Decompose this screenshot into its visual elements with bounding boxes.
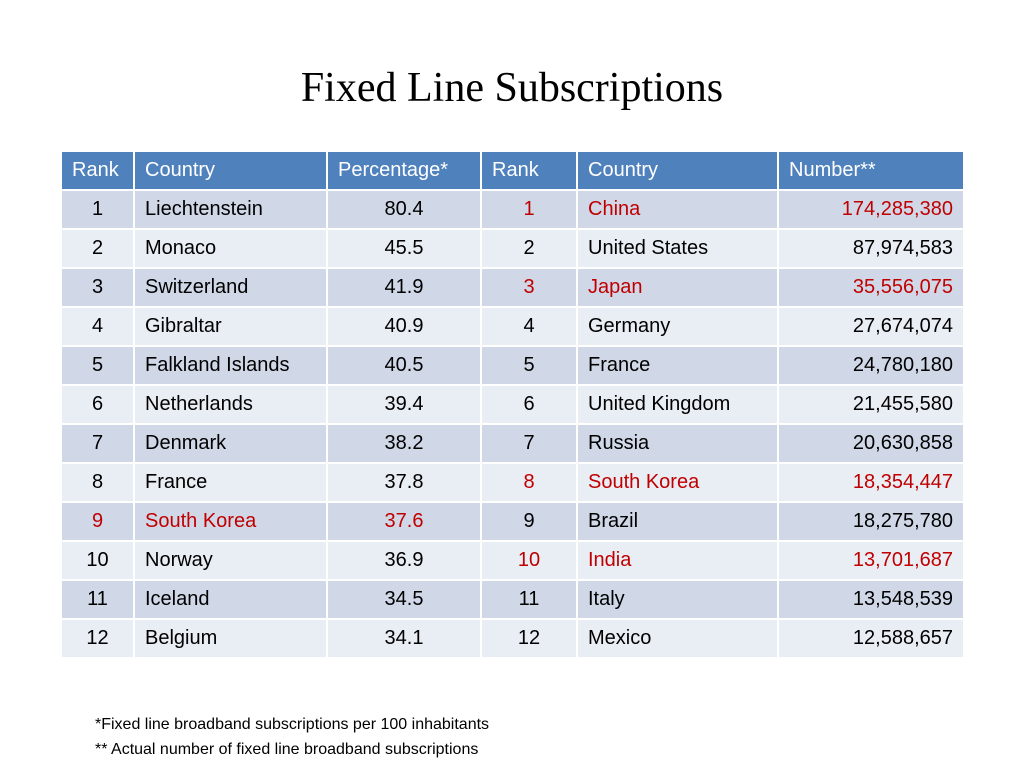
footnote-number: ** Actual number of fixed line broadband… — [95, 741, 479, 758]
cell-percentage: 37.6 — [326, 501, 482, 542]
cell-country-right: Japan — [576, 267, 779, 308]
cell-percentage: 40.5 — [326, 345, 482, 386]
cell-percentage: 45.5 — [326, 228, 482, 269]
cell-rank-left: 1 — [60, 189, 135, 230]
footnotes: *Fixed line broadband subscriptions per … — [95, 712, 489, 762]
cell-rank-right: 8 — [480, 462, 578, 503]
cell-country-right: China — [576, 189, 779, 230]
table-row: 10 Norway 36.9 10 India 13,701,687 — [60, 540, 965, 581]
cell-rank-right: 12 — [480, 618, 578, 659]
cell-rank-right: 6 — [480, 384, 578, 425]
header-country-right: Country — [576, 150, 779, 191]
page-title: Fixed Line Subscriptions — [300, 65, 724, 111]
cell-country-right: United Kingdom — [576, 384, 779, 425]
cell-rank-left: 6 — [60, 384, 135, 425]
cell-rank-right: 7 — [480, 423, 578, 464]
cell-percentage: 37.8 — [326, 462, 482, 503]
cell-rank-right: 4 — [480, 306, 578, 347]
cell-country-right: Russia — [576, 423, 779, 464]
subscriptions-table: Rank Country Percentage* Rank Country Nu… — [60, 150, 965, 659]
table-row: 9 South Korea 37.6 9 Brazil 18,275,780 — [60, 501, 965, 542]
cell-country-right: Mexico — [576, 618, 779, 659]
cell-rank-right: 2 — [480, 228, 578, 269]
cell-number: 18,354,447 — [777, 462, 965, 503]
cell-country-right: India — [576, 540, 779, 581]
cell-percentage: 34.5 — [326, 579, 482, 620]
cell-country-right: Brazil — [576, 501, 779, 542]
cell-country-right: Germany — [576, 306, 779, 347]
cell-country-right: France — [576, 345, 779, 386]
footnote-percentage: *Fixed line broadband subscriptions per … — [95, 716, 490, 733]
cell-country-right: South Korea — [576, 462, 779, 503]
table-row: 7 Denmark 38.2 7 Russia 20,630,858 — [60, 423, 965, 464]
header-rank-right: Rank — [480, 150, 578, 191]
cell-number: 27,674,074 — [777, 306, 965, 347]
cell-percentage: 80.4 — [326, 189, 482, 230]
cell-rank-left: 2 — [60, 228, 135, 269]
cell-number: 174,285,380 — [777, 189, 965, 230]
cell-number: 24,780,180 — [777, 345, 965, 386]
cell-percentage: 38.2 — [326, 423, 482, 464]
cell-percentage: 41.9 — [326, 267, 482, 308]
cell-country-left: Norway — [133, 540, 328, 581]
cell-rank-right: 3 — [480, 267, 578, 308]
cell-country-left: Netherlands — [133, 384, 328, 425]
cell-rank-left: 3 — [60, 267, 135, 308]
cell-percentage: 39.4 — [326, 384, 482, 425]
cell-number: 13,701,687 — [777, 540, 965, 581]
header-number: Number** — [777, 150, 965, 191]
cell-rank-right: 9 — [480, 501, 578, 542]
cell-rank-right: 5 — [480, 345, 578, 386]
table-header-row: Rank Country Percentage* Rank Country Nu… — [60, 150, 965, 191]
cell-country-left: Switzerland — [133, 267, 328, 308]
table-row: 8 France 37.8 8 South Korea 18,354,447 — [60, 462, 965, 503]
cell-percentage: 34.1 — [326, 618, 482, 659]
cell-country-left: Monaco — [133, 228, 328, 269]
cell-country-left: Falkland Islands — [133, 345, 328, 386]
header-rank-left: Rank — [60, 150, 135, 191]
table-row: 4 Gibraltar 40.9 4 Germany 27,674,074 — [60, 306, 965, 347]
table-row: 11 Iceland 34.5 11 Italy 13,548,539 — [60, 579, 965, 620]
cell-country-left: Gibraltar — [133, 306, 328, 347]
table-row: 2 Monaco 45.5 2 United States 87,974,583 — [60, 228, 965, 269]
cell-country-left: Liechtenstein — [133, 189, 328, 230]
header-percentage: Percentage* — [326, 150, 482, 191]
table-row: 6 Netherlands 39.4 6 United Kingdom 21,455,58… — [60, 384, 965, 425]
cell-rank-left: 5 — [60, 345, 135, 386]
cell-rank-left: 12 — [60, 618, 135, 659]
table-row: 5 Falkland Islands 40.5 5 France 24,780,180 — [60, 345, 965, 386]
table-row: 12 Belgium 34.1 12 Mexico 12,588,657 — [60, 618, 965, 659]
cell-country-left: Iceland — [133, 579, 328, 620]
cell-number: 13,548,539 — [777, 579, 965, 620]
table-row: 3 Switzerland 41.9 3 Japan 35,556,075 — [60, 267, 965, 308]
table-body: 1 Liechtenstein 80.4 1 China 174,285,380 2 Mona… — [60, 189, 965, 659]
cell-country-left: France — [133, 462, 328, 503]
cell-number: 87,974,583 — [777, 228, 965, 269]
cell-rank-right: 1 — [480, 189, 578, 230]
cell-country-right: United States — [576, 228, 779, 269]
header-country-left: Country — [133, 150, 328, 191]
cell-rank-left: 8 — [60, 462, 135, 503]
cell-number: 20,630,858 — [777, 423, 965, 464]
cell-rank-right: 10 — [480, 540, 578, 581]
cell-number: 35,556,075 — [777, 267, 965, 308]
cell-country-right: Italy — [576, 579, 779, 620]
cell-rank-left: 4 — [60, 306, 135, 347]
cell-number: 21,455,580 — [777, 384, 965, 425]
cell-number: 12,588,657 — [777, 618, 965, 659]
cell-rank-left: 7 — [60, 423, 135, 464]
cell-rank-left: 10 — [60, 540, 135, 581]
cell-percentage: 40.9 — [326, 306, 482, 347]
cell-rank-right: 11 — [480, 579, 578, 620]
cell-rank-left: 11 — [60, 579, 135, 620]
cell-percentage: 36.9 — [326, 540, 482, 581]
cell-country-left: South Korea — [133, 501, 328, 542]
cell-rank-left: 9 — [60, 501, 135, 542]
cell-country-left: Denmark — [133, 423, 328, 464]
table-row: 1 Liechtenstein 80.4 1 China 174,285,380 — [60, 189, 965, 230]
cell-country-left: Belgium — [133, 618, 328, 659]
cell-number: 18,275,780 — [777, 501, 965, 542]
